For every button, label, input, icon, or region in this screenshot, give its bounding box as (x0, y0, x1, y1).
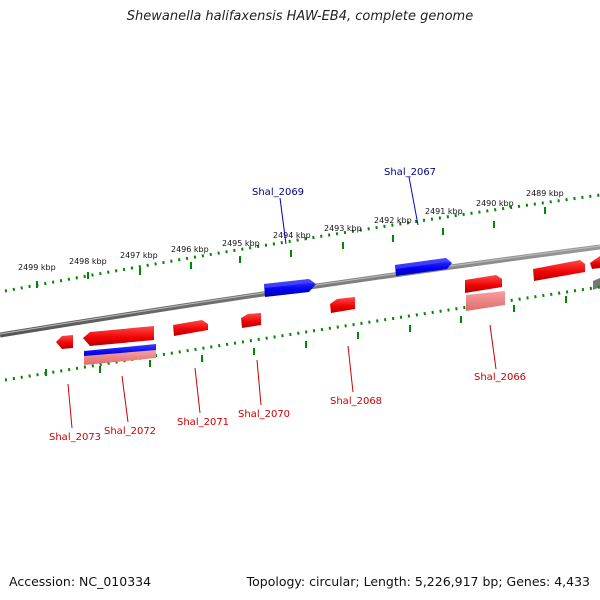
top-major-ticks (36, 207, 546, 288)
gene-label-shal-2066[interactable]: Shal_2066 (474, 372, 526, 383)
gene-label-shal-2073[interactable]: Shal_2073 (49, 432, 101, 443)
accession-text: Accession: NC_010334 (9, 574, 152, 589)
kbp-label: 2492 kbp (374, 216, 412, 225)
gene-shal-2072-rna[interactable] (84, 350, 156, 365)
gene-label-shal-2070[interactable]: Shal_2070 (238, 409, 290, 420)
gene-label-shal-2072[interactable]: Shal_2072 (104, 426, 156, 437)
kbp-label: 2496 kbp (171, 245, 209, 254)
gene-label-shal-2069[interactable]: Shal_2069 (252, 187, 304, 198)
gene-shal-2073[interactable] (56, 335, 73, 349)
gene-shal-2066[interactable] (465, 275, 502, 293)
gene-right-2[interactable] (590, 256, 600, 269)
kbp-label: 2493 kbp (324, 224, 362, 233)
gene-label-shal-2071[interactable]: Shal_2071 (177, 417, 229, 428)
gene-shal-2066-rna[interactable] (466, 291, 505, 311)
kbp-label: 2495 kbp (222, 239, 260, 248)
gene-label-shal-2067[interactable]: Shal_2067 (384, 167, 436, 178)
gene-shal-2070[interactable] (241, 313, 261, 328)
kbp-label: 2489 kbp (526, 189, 564, 198)
map-title: Shewanella halifaxensis HAW-EB4, complet… (126, 9, 474, 24)
gene-shal-2067[interactable] (395, 258, 452, 276)
gene-shal-2068[interactable] (330, 297, 355, 313)
kbp-label: 2490 kbp (476, 199, 514, 208)
kbp-label: 2494 kbp (273, 231, 311, 240)
gene-shal-2069[interactable] (264, 279, 316, 297)
bottom-leader-lines (67, 324, 497, 429)
topology-text: Topology: circular; Length: 5,226,917 bp… (246, 574, 590, 589)
gene-right-1[interactable] (533, 260, 585, 281)
top-leader-lines (279, 176, 419, 245)
kbp-label: 2499 kbp (18, 263, 56, 272)
kbp-labels: 2499 kbp 2498 kbp 2497 kbp 2496 kbp 2495… (18, 189, 564, 272)
kbp-label: 2491 kbp (425, 207, 463, 216)
kbp-label: 2497 kbp (120, 251, 158, 260)
gene-shal-2072[interactable] (83, 326, 154, 346)
gene-label-shal-2068[interactable]: Shal_2068 (330, 396, 382, 407)
kbp-label: 2498 kbp (69, 257, 107, 266)
bottom-major-ticks (45, 296, 567, 376)
gene-shal-2071[interactable] (173, 320, 208, 336)
top-scale-line (4, 193, 600, 293)
